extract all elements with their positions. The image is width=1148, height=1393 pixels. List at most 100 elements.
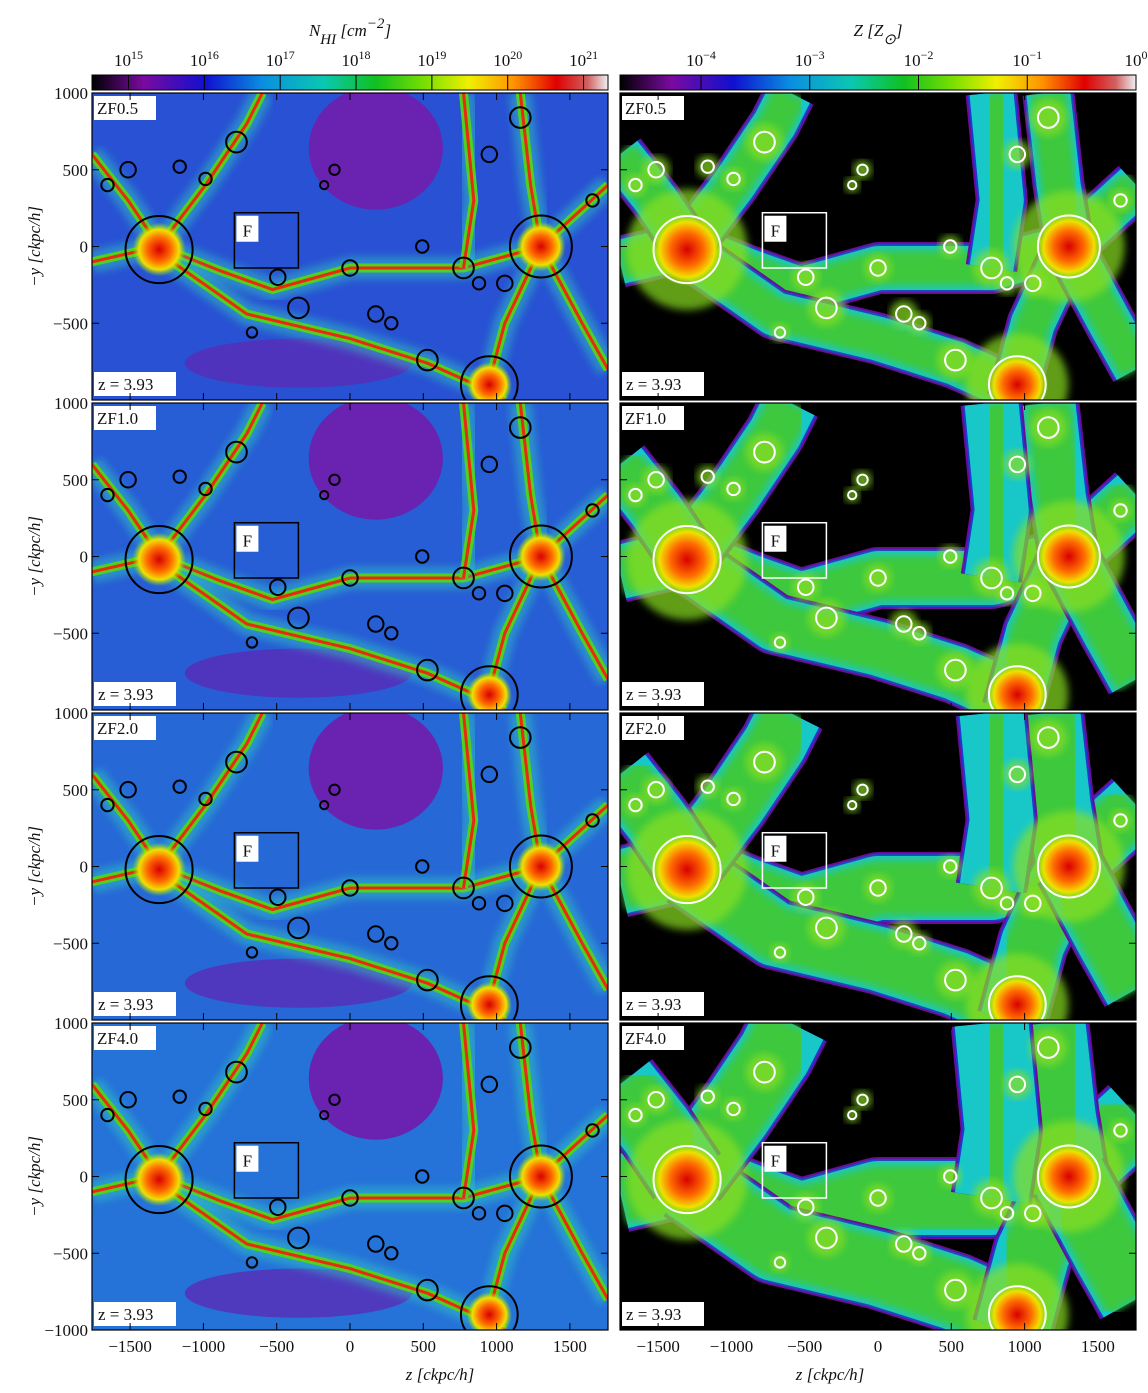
metal-blob [995,582,1019,605]
metal-blob [770,633,790,652]
model-label: ZF2.0 [97,719,138,738]
metal-core [1034,522,1103,591]
halo-circle [773,326,787,339]
halo-circle [647,1091,665,1109]
halo-circle [415,239,430,254]
halo-circle [459,355,519,400]
tick-base: 10 [1125,51,1142,70]
metal-blob [791,883,820,912]
metal-blob [844,177,860,193]
halo-circle [172,469,187,484]
metal-inner [958,1023,1035,1203]
redshift-label-bg [94,1302,176,1326]
halo-circle [508,726,532,749]
halo-circle [944,348,967,372]
halo-circle [471,276,487,291]
metal-blob [864,874,892,902]
halo-circle [287,916,310,940]
x-tick-label: 1000 [1008,1337,1042,1356]
metal-core [986,1283,1049,1330]
redshift-label: z = 3.93 [626,995,681,1014]
colorbar-tick-label: 10−2 [904,48,934,70]
halo-circle [797,578,815,596]
halo-circle [459,975,519,1020]
colorbar-label: NHI [cm−2] [308,16,391,48]
halo-circle [245,946,259,959]
halo-circle [367,615,385,633]
metal-blob [844,1107,860,1123]
halo-circle [585,813,600,828]
halo-circle [1113,813,1128,828]
tick-exponent: 18 [359,48,371,62]
metal-blob [864,254,892,282]
region-box [761,521,828,579]
halo-circle [471,1206,487,1221]
redshift-label-bg [94,372,176,396]
metal-blob [770,323,790,342]
region-label-bg [764,835,787,862]
halo-circle [1036,214,1101,279]
redshift-label: z = 3.93 [626,1305,681,1324]
halo-circle [912,626,927,641]
redshift-label: z = 3.93 [626,685,681,704]
halo-circle [815,1226,838,1250]
redshift-label-bg [94,682,176,706]
filament-core [157,403,264,558]
metal-blob [624,483,647,507]
region-label: F [243,222,252,241]
halo-core [516,221,566,272]
colorbar-label-part: ⊙ [883,32,896,48]
halo-circle [508,1144,573,1209]
region-box [233,1141,300,1199]
x-tick-label: 0 [346,1337,355,1356]
halo-circle [753,130,776,154]
halo-circle [328,163,341,176]
metal-blob [791,1193,820,1222]
tick-base: 10 [569,51,586,70]
halo-circle [415,549,430,564]
halo-circle [124,215,194,285]
metal-blob [624,173,647,197]
halo-circle [198,171,213,187]
colorbar-label-part: N [308,21,322,40]
halo-circle [815,296,838,320]
metal-blob [722,167,745,191]
halo-circle [384,1246,399,1261]
filament-core [539,1175,608,1301]
halo-circle [856,163,869,176]
filament-core [462,713,476,889]
halo-circle [753,1060,776,1084]
region-box [233,521,300,579]
halo-circle [869,569,887,587]
halo-circle [119,161,137,179]
metal-blob [936,961,974,999]
x-tick-label: 500 [411,1337,437,1356]
halo-circle [773,636,787,649]
metal-blob [696,775,719,798]
halo-core [466,361,513,400]
metal-blob [864,1184,892,1212]
map-panel: F ZF4.0 z = 3.93 [620,1023,1136,1330]
halo-circle [943,239,958,254]
tick-base: 10 [190,51,207,70]
region-box [761,211,828,269]
halo-circle [287,296,310,320]
halo-circle [980,256,1003,280]
model-label: ZF0.5 [97,99,138,118]
tick-exponent: −1 [1029,48,1042,62]
y-tick-label: −500 [53,934,88,953]
metal-blob [696,1085,719,1108]
metal-blob [722,787,745,811]
halo-circle [415,859,430,874]
halo-circle [895,305,913,323]
halo-circle [225,750,248,774]
metal-blob [745,743,784,781]
model-label: ZF1.0 [625,409,666,428]
halo-circle [225,1060,248,1084]
halo-circle [459,1285,519,1330]
halo-circle [797,1198,815,1216]
x-axis-label: z [ckpc/h] [405,1365,474,1384]
metal-blob [807,289,845,327]
halo-circle [1024,274,1042,293]
metal-blob [624,793,647,817]
